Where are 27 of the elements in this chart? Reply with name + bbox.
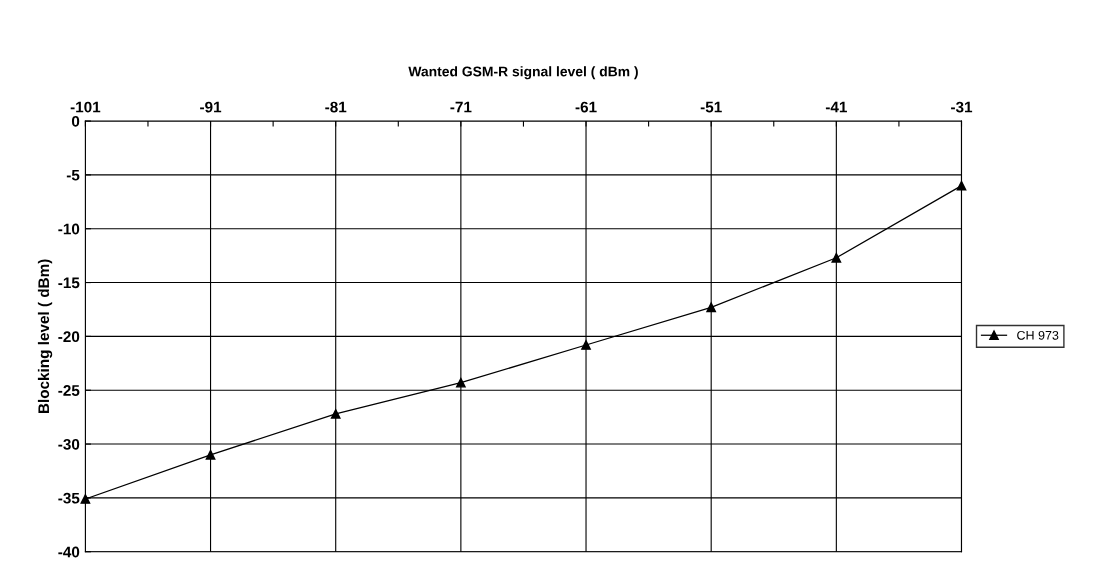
y-tick-label: -20 bbox=[58, 331, 80, 343]
x-tick-label: -91 bbox=[200, 101, 222, 113]
point bbox=[956, 180, 967, 191]
point bbox=[831, 252, 842, 263]
legend-label: CH 973 bbox=[1017, 330, 1059, 340]
y-tick-label: -15 bbox=[58, 277, 80, 289]
x-tick-label: -31 bbox=[951, 101, 973, 113]
y-tick-label: -10 bbox=[58, 223, 80, 235]
x-tick-label: -71 bbox=[450, 101, 472, 113]
x-tick-label: -81 bbox=[325, 101, 347, 113]
y-axis-title: Blocking level ( dBm) bbox=[37, 259, 53, 414]
y-tick-label: -5 bbox=[66, 169, 80, 181]
point bbox=[456, 377, 466, 388]
point bbox=[205, 449, 216, 460]
y-tick-label: -40 bbox=[58, 546, 80, 558]
x-axis-title: Wanted GSM-R signal level ( dBm ) bbox=[408, 66, 638, 80]
x-tick-label: -51 bbox=[700, 101, 722, 113]
point bbox=[581, 340, 591, 350]
y-tick-label: -35 bbox=[58, 492, 80, 504]
x-tick-label: -61 bbox=[575, 101, 597, 113]
point bbox=[706, 302, 717, 313]
x-tick-label: -41 bbox=[825, 101, 847, 113]
y-tick-label: -25 bbox=[58, 385, 80, 396]
point bbox=[330, 409, 341, 419]
y-tick-label: 0 bbox=[71, 115, 80, 127]
x-tick-label: -101 bbox=[70, 101, 101, 113]
y-tick-label: -30 bbox=[58, 438, 80, 450]
